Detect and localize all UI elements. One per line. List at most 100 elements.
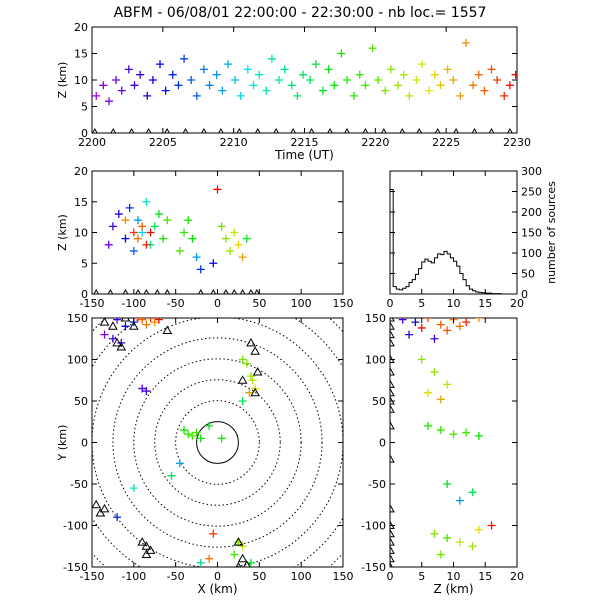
x_height-ytick-label: 10	[74, 227, 88, 240]
x_height-source-point	[217, 222, 226, 231]
time_height-ground-triangle	[471, 127, 478, 133]
plan_view-ground-triangle	[235, 561, 242, 567]
time_height-source-point	[474, 70, 483, 79]
x_height-source-point	[121, 216, 130, 225]
plan_view-source-point	[205, 421, 214, 430]
plan_view-ground-triangle	[128, 321, 139, 330]
plan_view-source-point	[113, 318, 122, 324]
plan_view-ground-triangle	[120, 318, 131, 322]
plan_view-ground-triangle	[250, 346, 261, 355]
plan_view-source-point	[113, 513, 122, 522]
time_height-source-point	[180, 54, 189, 63]
x_height-source-point	[142, 197, 151, 206]
time_height-ground-triangle	[254, 127, 261, 133]
x_height-source-point	[213, 185, 222, 194]
time_height-source-point	[500, 91, 509, 100]
x_height-xtick-label: -150	[80, 297, 105, 310]
time_height-source-point	[92, 91, 101, 100]
height_y-xtick-label: 20	[510, 570, 524, 583]
height_y-ytick-label: 50	[372, 395, 386, 408]
height_y-source-point	[449, 430, 458, 439]
plan_view-ylabel: Y (km)	[56, 425, 69, 462]
height_y-source-point	[430, 529, 439, 538]
time_height-ground-triangle	[110, 127, 117, 133]
time_height-source-point	[275, 76, 283, 84]
time_height-source-point	[368, 44, 377, 53]
x_height-ground-triangle	[164, 288, 171, 294]
time_height-xtick-label: 2210	[220, 136, 248, 149]
time_height-source-point	[350, 91, 359, 100]
height_y-source-point	[474, 525, 483, 534]
time_height-source-point	[511, 70, 517, 79]
x_height-xtick-label: 150	[333, 297, 354, 310]
time_height-source-point	[381, 86, 390, 95]
time_height-source-point	[399, 70, 408, 79]
plan_view-source-point	[142, 320, 151, 329]
height_y-ground-triangle	[390, 420, 395, 430]
time_height-ytick-label: 15	[74, 48, 88, 61]
height_y-ground-triangle	[390, 537, 395, 546]
x_height-source-point	[134, 234, 143, 243]
time_height-ytick-label: 20	[74, 21, 88, 34]
x_height-ground-triangle	[210, 288, 217, 294]
height_y-ground-triangle	[390, 366, 395, 376]
time_height-ground-triangle	[273, 127, 280, 133]
range-ring-200	[92, 318, 343, 567]
time_height-ground-triangle	[128, 127, 135, 133]
x_height-source-point	[134, 216, 143, 225]
time_height-source-point	[418, 60, 427, 69]
plan_view-ytick-label: -150	[63, 561, 88, 574]
time_height-source-point	[456, 91, 465, 100]
height_histogram-ytick-label: 250	[521, 186, 542, 199]
time_height-source-point	[337, 49, 346, 58]
height_y-xlabel: Z (km)	[433, 582, 473, 596]
x_height-source-point	[150, 222, 159, 231]
x_height-ground-triangle	[223, 288, 229, 294]
time_height-source-point	[361, 81, 370, 90]
range-ring-150	[92, 318, 343, 567]
plan_view-source-point	[246, 372, 255, 381]
height_y-source-point	[443, 380, 452, 389]
time_height-panel: 2200 2205 2210 2215 2220 2225 2230 0 5 10 15 20 Time…	[56, 21, 531, 162]
time_height-source-point	[487, 65, 496, 74]
x_height-xtick-label: 0	[214, 297, 221, 310]
time_height-source-point	[218, 86, 227, 95]
plan_view-ground-triangle	[108, 321, 118, 330]
time_height-source-point	[212, 70, 221, 79]
plan_view-source-point	[230, 550, 239, 559]
x_height-source-point	[238, 253, 247, 262]
time_height-ground-triangle	[145, 127, 152, 133]
time_height-ground-triangle	[182, 127, 189, 133]
plan_view-ground-triangle	[95, 508, 106, 517]
plan_view-ytick-label: 100	[67, 354, 88, 367]
time_height-ground-triangle	[344, 127, 350, 133]
time_height-xtick-label: 2225	[432, 136, 460, 149]
height_y-source-point	[436, 395, 445, 404]
time_height-xtick-label: 2205	[149, 136, 177, 149]
plan_view-ground-triangle	[246, 337, 256, 347]
height_y-ytick-label: 0	[379, 437, 386, 450]
time_height-source-point	[243, 65, 252, 74]
plan_view-source-point	[248, 376, 257, 385]
time_height-source-point	[443, 65, 452, 74]
x_height-source-point	[242, 234, 251, 243]
time_height-source-point	[480, 86, 489, 95]
time_height-source-point	[343, 76, 351, 84]
time_height-ground-triangle	[201, 127, 207, 133]
time_height-source-point	[430, 70, 439, 79]
height_y-source-point	[462, 428, 471, 437]
height_y-source-point	[398, 318, 407, 324]
plan_view-xtick-label: 50	[252, 570, 266, 583]
time_height-ground-triangle	[164, 127, 170, 133]
plan_view-source-point	[238, 542, 247, 551]
plan_view-ytick-label: -50	[70, 478, 88, 491]
height_y-ground-triangle	[390, 553, 395, 563]
height_y-source-point	[462, 318, 471, 327]
time_height-source-point	[143, 91, 152, 100]
height_y-ground-triangle	[390, 503, 395, 513]
plan_view-ground-triangle	[237, 375, 248, 384]
height_y-ground-triangle	[390, 528, 395, 538]
time_height-ground-triangle	[290, 127, 297, 133]
plan_view-ground-triangle	[252, 366, 263, 376]
